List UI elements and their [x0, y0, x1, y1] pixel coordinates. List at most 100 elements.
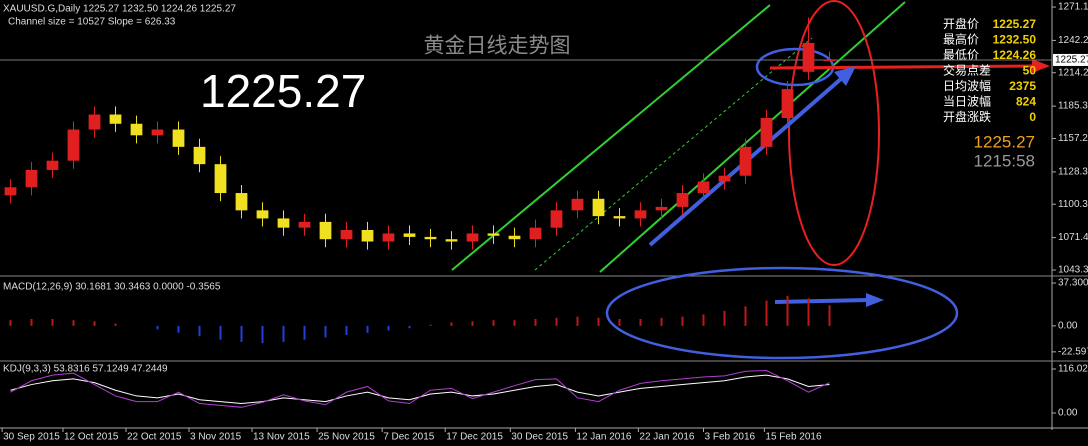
- candle-body: [424, 236, 437, 240]
- histogram-bar: [471, 321, 474, 326]
- symbol-line: XAUUSD.G,Daily 1225.27 1232.50 1224.26 1…: [3, 4, 236, 15]
- candle-body: [760, 117, 773, 147]
- histogram-bar: [156, 325, 159, 330]
- x-tick-label: 30 Sep 2015: [3, 432, 60, 443]
- chart-title: 黄金日线走势图: [424, 35, 571, 58]
- y-tick-label: 1128.3: [1058, 167, 1088, 178]
- info-price: 1225.27: [974, 132, 1035, 151]
- info-value: 2375: [1009, 79, 1036, 93]
- histogram-bar: [114, 323, 117, 326]
- y-tick-label: 1100.3: [1058, 199, 1088, 210]
- candle-body: [718, 175, 731, 182]
- candle-body: [172, 129, 185, 147]
- info-value: 824: [1016, 95, 1036, 109]
- candle-body: [298, 221, 311, 228]
- candle-body: [529, 227, 542, 240]
- arrow-head: [1032, 59, 1050, 73]
- price-box-label: 1225.27: [1055, 55, 1088, 66]
- info-value: 1224.26: [993, 48, 1037, 62]
- arrow-head: [834, 66, 856, 86]
- histogram-bar: [639, 319, 642, 326]
- candle-body: [466, 233, 479, 242]
- candle-body: [550, 210, 563, 228]
- histogram-bar: [408, 325, 411, 329]
- candle-body: [4, 187, 17, 196]
- candle-body: [193, 146, 206, 165]
- info-timer: 1215:58: [974, 151, 1035, 170]
- info-label: 开盘涨跌: [943, 109, 991, 124]
- x-tick-label: 22 Jan 2016: [639, 432, 694, 443]
- x-tick-label: 17 Dec 2015: [446, 432, 503, 443]
- channel-line: [599, 1, 906, 273]
- indicator-line: [10, 370, 830, 408]
- candle-body: [571, 198, 584, 211]
- histogram-bar: [723, 310, 726, 326]
- candle-body: [256, 210, 269, 219]
- candle-body: [109, 114, 122, 124]
- info-value: 1232.50: [993, 33, 1037, 47]
- candle-body: [487, 233, 500, 236]
- info-value: 50: [1023, 64, 1037, 78]
- histogram-bar: [744, 306, 747, 326]
- x-tick-label: 13 Nov 2015: [253, 432, 310, 443]
- y-tick-label: 1157.2: [1058, 133, 1088, 144]
- candle-body: [235, 193, 248, 211]
- info-label: 最低价: [943, 48, 979, 62]
- x-tick-label: 7 Dec 2015: [383, 432, 435, 443]
- candle-body: [382, 233, 395, 242]
- histogram-bar: [702, 314, 705, 326]
- info-label: 开盘价: [943, 16, 979, 31]
- x-tick-label: 30 Dec 2015: [511, 432, 568, 443]
- histogram-bar: [450, 322, 453, 326]
- highlight-ellipse: [605, 266, 959, 360]
- candle-body: [130, 123, 143, 136]
- histogram-bar: [219, 325, 222, 340]
- candle-body: [802, 42, 815, 72]
- histogram-bar: [387, 325, 390, 331]
- candle-body: [592, 198, 605, 217]
- y-tick-label: 1185.3: [1058, 101, 1088, 112]
- candle-body: [46, 160, 59, 170]
- candle-body: [655, 206, 668, 211]
- highlight-ellipse: [788, 0, 880, 266]
- y-tick-label: 1214.2: [1058, 67, 1088, 78]
- price-box: [1053, 53, 1088, 66]
- candle-body: [67, 129, 80, 161]
- histogram-bar: [492, 320, 495, 326]
- y-tick-label: 116.02: [1058, 364, 1088, 375]
- candle-body: [445, 239, 458, 242]
- histogram-bar: [660, 317, 663, 326]
- histogram-bar: [9, 320, 12, 326]
- y-tick-label: 0.00: [1058, 321, 1078, 332]
- candle-body: [781, 89, 794, 118]
- info-value: 1225.27: [993, 17, 1037, 31]
- y-tick-label: 37.3002: [1058, 278, 1088, 289]
- candle-body: [739, 146, 752, 176]
- histogram-bar: [282, 325, 285, 342]
- histogram-bar: [93, 321, 96, 326]
- histogram-bar: [198, 325, 201, 337]
- y-tick-label: -22.597: [1058, 346, 1088, 357]
- candle-body: [151, 129, 164, 136]
- histogram-bar: [765, 300, 768, 326]
- histogram-bar: [807, 298, 810, 326]
- histogram-bar: [786, 296, 789, 326]
- histogram-bar: [555, 317, 558, 326]
- y-tick-label: 1271.1: [1058, 2, 1088, 13]
- candle-body: [613, 216, 626, 219]
- candle-body: [277, 218, 290, 228]
- histogram-bar: [534, 319, 537, 326]
- histogram-bar: [429, 324, 432, 326]
- kdj-label: KDJ(9,3,3) 53.8316 57.1249 47.2449: [3, 364, 168, 375]
- info-value: 0: [1029, 110, 1036, 124]
- candle-body: [319, 221, 332, 240]
- arrow-head: [866, 293, 884, 307]
- histogram-bar: [261, 325, 264, 344]
- candle-body: [823, 59, 836, 61]
- x-tick-label: 12 Oct 2015: [64, 432, 119, 443]
- candle-body: [88, 114, 101, 130]
- candle-body: [214, 164, 227, 194]
- histogram-bar: [324, 325, 327, 338]
